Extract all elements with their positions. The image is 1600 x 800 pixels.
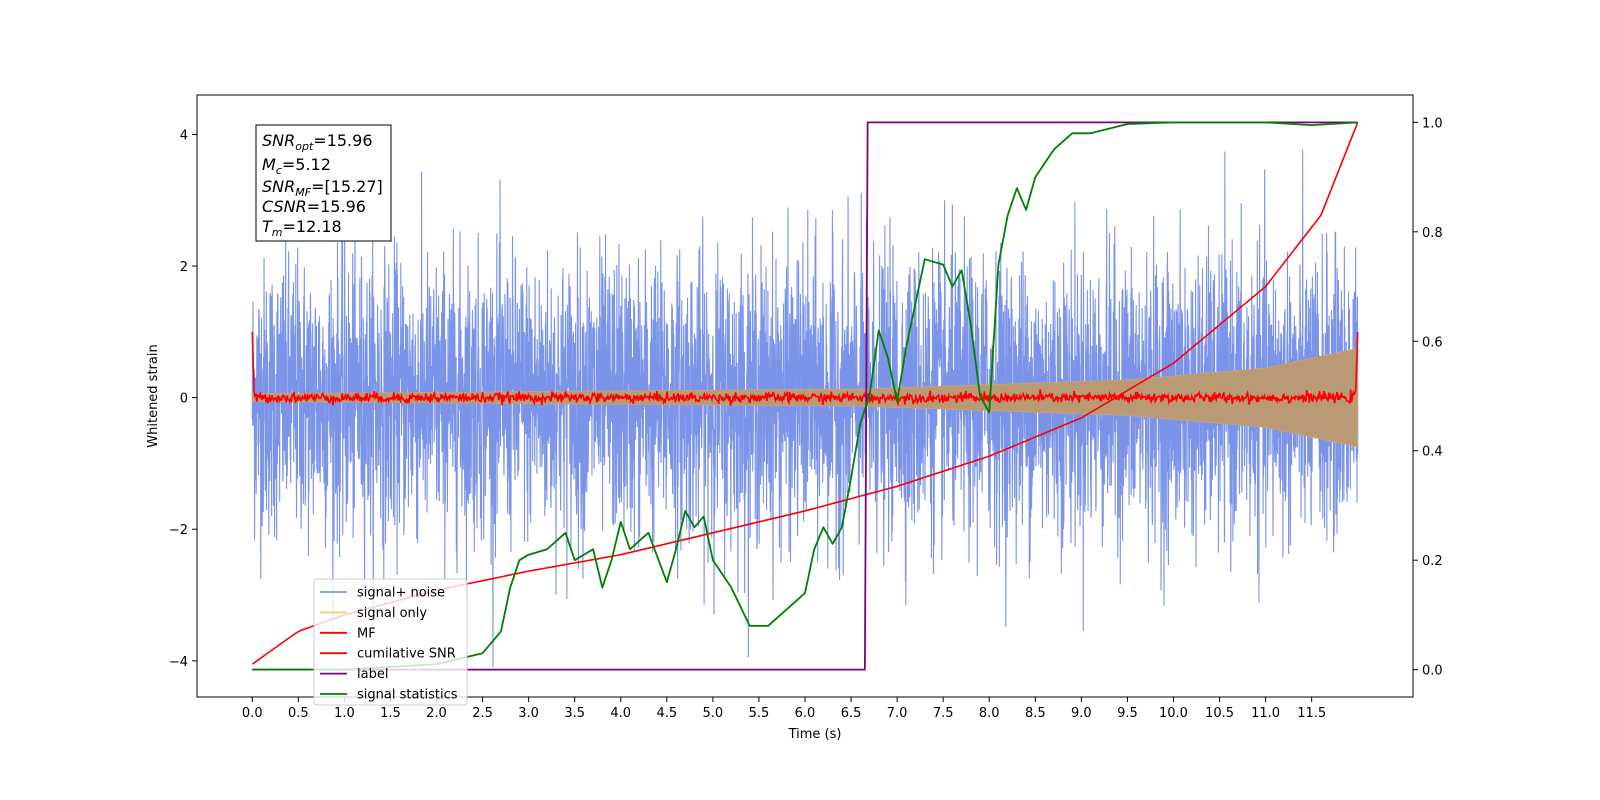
annotation-tm: Tm=12.18 bbox=[262, 217, 342, 239]
y-axis-right: 0.0 0.2 0.4 0.6 0.8 1.0 bbox=[1413, 116, 1443, 679]
signal-noise-line bbox=[251, 150, 1359, 668]
x-tick-label: 4.5 bbox=[656, 706, 677, 721]
x-tick-label: 0.5 bbox=[288, 706, 309, 721]
y2-tick-label: 0.8 bbox=[1422, 226, 1443, 241]
y2-tick-label: 0.6 bbox=[1422, 335, 1443, 350]
signal-statistics-line bbox=[252, 121, 1358, 671]
legend-label: signal+ noise bbox=[357, 586, 445, 601]
legend-frame bbox=[313, 578, 468, 706]
x-tick-label: 4.0 bbox=[610, 706, 631, 721]
y-tick-label: 2 bbox=[180, 260, 188, 275]
y-axis-left: −4 −2 0 2 4 bbox=[169, 128, 197, 670]
x-tick-label: 11.0 bbox=[1251, 706, 1280, 721]
y-tick-label: −2 bbox=[169, 523, 188, 538]
x-tick-label: 6.5 bbox=[841, 706, 862, 721]
legend: signal+ noise signal only MF cumilative SNR… bbox=[313, 578, 468, 706]
x-tick-label: 8.5 bbox=[1025, 706, 1046, 721]
x-tick-label: 5.0 bbox=[703, 706, 724, 721]
y-tick-label: 0 bbox=[180, 392, 188, 407]
x-tick-label: 2.0 bbox=[426, 706, 447, 721]
x-tick-label: 8.0 bbox=[979, 706, 1000, 721]
series-mf bbox=[251, 331, 1359, 407]
annotation-box: SNRopt=15.96 Mc=5.12 SNRMF=[15.27] CSNR=… bbox=[255, 124, 392, 242]
series-signal-noise bbox=[251, 150, 1359, 668]
x-tick-label: 7.0 bbox=[887, 706, 908, 721]
y2-tick-label: 0.2 bbox=[1422, 554, 1443, 569]
y-tick-label: 4 bbox=[180, 128, 188, 143]
x-axis: 0.0 0.5 1.0 1.5 2.0 2.5 3.0 3.5 4.0 4.5 5.0 5.5 6.0 6… bbox=[242, 697, 1326, 721]
annotation-frame bbox=[255, 124, 392, 242]
legend-label: signal statistics bbox=[357, 688, 458, 703]
x-tick-label: 3.0 bbox=[518, 706, 539, 721]
y-tick-label: −4 bbox=[169, 655, 188, 670]
annotation-snr-opt: SNRopt=15.96 bbox=[262, 131, 373, 153]
x-tick-label: 6.0 bbox=[795, 706, 816, 721]
series-signal-statistics bbox=[252, 121, 1358, 671]
x-tick-label: 9.5 bbox=[1117, 706, 1138, 721]
annotation-mc: Mc=5.12 bbox=[262, 155, 331, 177]
x-tick-label: 5.5 bbox=[749, 706, 770, 721]
x-tick-label: 10.5 bbox=[1205, 706, 1234, 721]
y2-tick-label: 0.0 bbox=[1422, 664, 1443, 679]
legend-label: label bbox=[357, 667, 388, 682]
y-axis-label: Whitened strain bbox=[146, 344, 161, 447]
x-tick-label: 0.0 bbox=[242, 706, 263, 721]
legend-label: MF bbox=[357, 626, 376, 641]
x-tick-label: 3.5 bbox=[564, 706, 585, 721]
x-tick-label: 10.0 bbox=[1159, 706, 1188, 721]
legend-label: cumilative SNR bbox=[357, 647, 456, 662]
annotation-snr-mf: SNRMF=[15.27] bbox=[262, 177, 383, 199]
mf-line bbox=[251, 331, 1359, 407]
x-tick-label: 1.0 bbox=[334, 706, 355, 721]
annotation-csnr: CSNR=15.96 bbox=[262, 197, 366, 216]
y2-tick-label: 0.4 bbox=[1422, 445, 1443, 460]
legend-label: signal only bbox=[357, 606, 427, 621]
x-tick-label: 7.5 bbox=[933, 706, 954, 721]
label-step-line bbox=[252, 121, 1358, 671]
series-label bbox=[252, 121, 1358, 671]
y2-tick-label: 1.0 bbox=[1422, 116, 1443, 131]
x-tick-label: 11.5 bbox=[1297, 706, 1326, 721]
x-tick-label: 2.5 bbox=[472, 706, 493, 721]
x-tick-label: 1.5 bbox=[380, 706, 401, 721]
x-tick-label: 9.0 bbox=[1071, 706, 1092, 721]
x-axis-label: Time (s) bbox=[788, 727, 842, 742]
